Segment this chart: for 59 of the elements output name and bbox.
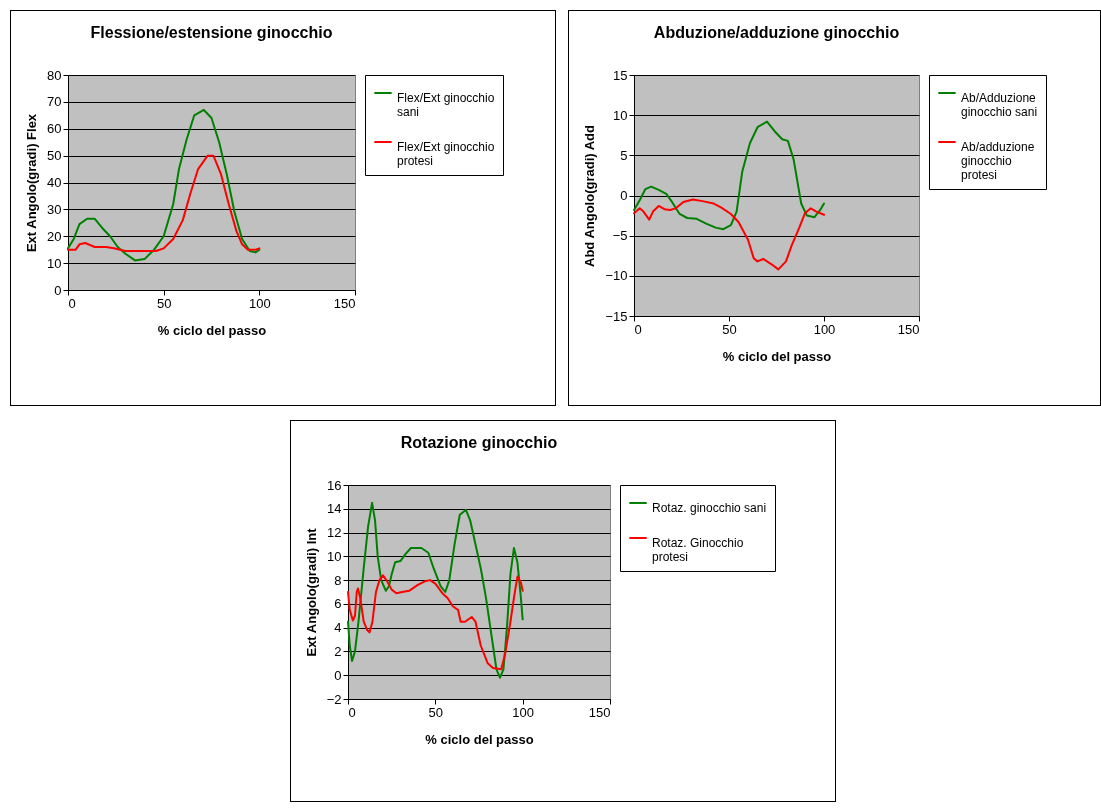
x-tick-label: 0 [68,295,76,311]
line-series [633,198,825,271]
line-series [67,108,261,262]
y-tick-label: −5 [612,228,628,244]
y-tick-label: 15 [613,67,628,83]
y-tick-label: −15 [605,308,628,324]
y-tick-label: 20 [47,228,62,244]
x-tick-label: 0 [634,321,642,337]
y-tick-label: 8 [334,572,342,588]
chart-title: Flessione/estensione ginocchio [90,24,333,41]
chart-title: Rotazione ginocchio [400,434,558,451]
y-tick-label: 40 [47,175,62,190]
y-tick-label: 2 [334,643,342,659]
y-tick-label: 0 [334,667,342,683]
y-tick-label: 30 [47,201,62,217]
x-tick-label: 100 [512,704,535,720]
y-tick-label: 10 [327,548,342,564]
y-tick-label: −2 [326,691,342,707]
y-tick-label: 14 [327,501,342,517]
y-tick-label: −10 [605,268,628,284]
line-series [347,501,524,679]
legend-label: Flex/Ext ginocchio protesi [397,140,495,168]
y-tick-label: 5 [620,147,628,163]
x-tick-label: 50 [428,704,444,720]
legend-label: Ab/adduzione ginocchio protesi [961,140,1035,182]
y-axis-title: Ext Angolo(gradi) Int [303,527,319,657]
x-tick-label: 150 [588,704,611,720]
x-axis-title: % ciclo del passo [425,731,534,747]
y-tick-label: 80 [47,67,62,83]
y-tick-label: 6 [334,596,342,612]
y-tick-label: 10 [613,107,628,123]
x-tick-label: 100 [813,321,836,337]
legend-label: Ab/Adduzione ginocchio sani [961,91,1038,119]
y-tick-label: 0 [620,188,628,203]
y-tick-label: 50 [47,148,62,164]
y-tick-label: 4 [334,620,342,636]
line-series [67,154,261,253]
x-tick-label: 150 [897,321,920,337]
y-axis-title: Abd Angolo(gradi) Add [582,124,598,268]
y-tick-label: 0 [54,282,62,298]
y-tick-label: 10 [47,255,62,271]
chart-title: Abduzione/adduzione ginocchio [653,24,900,41]
y-tick-label: 16 [327,477,342,493]
line-series [347,574,524,671]
legend-label: Flex/Ext ginocchio sani [397,91,495,119]
legend-label: Rotaz. Ginocchio protesi [652,536,744,564]
x-tick-label: 50 [156,295,172,311]
legend-label: Rotaz. ginocchio sani [652,501,767,515]
y-tick-label: 70 [47,94,62,110]
y-tick-label: 12 [327,525,342,541]
x-axis-title: % ciclo del passo [157,322,267,338]
x-axis-title: % ciclo del passo [722,348,832,364]
line-series [633,120,825,231]
x-tick-label: 100 [248,295,271,311]
y-tick-label: 60 [47,121,62,137]
x-tick-label: 0 [348,704,356,720]
x-tick-label: 50 [722,321,737,337]
x-tick-label: 150 [333,295,356,311]
y-axis-title: Ext Angolo(gradi) Flex [24,113,40,253]
